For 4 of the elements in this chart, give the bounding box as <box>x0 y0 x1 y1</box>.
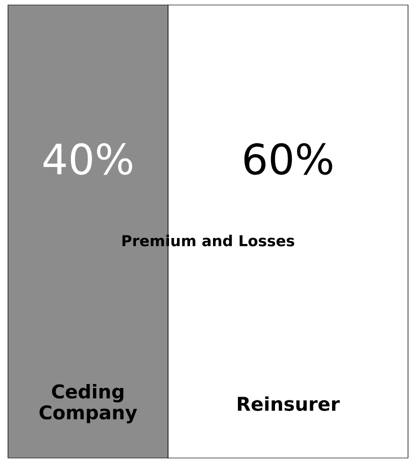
data-label: 40% <box>44 143 132 175</box>
data-label: 60% <box>244 143 332 175</box>
series-label: Reinsurer <box>238 396 340 411</box>
series-label: Ceding Company <box>40 384 138 424</box>
